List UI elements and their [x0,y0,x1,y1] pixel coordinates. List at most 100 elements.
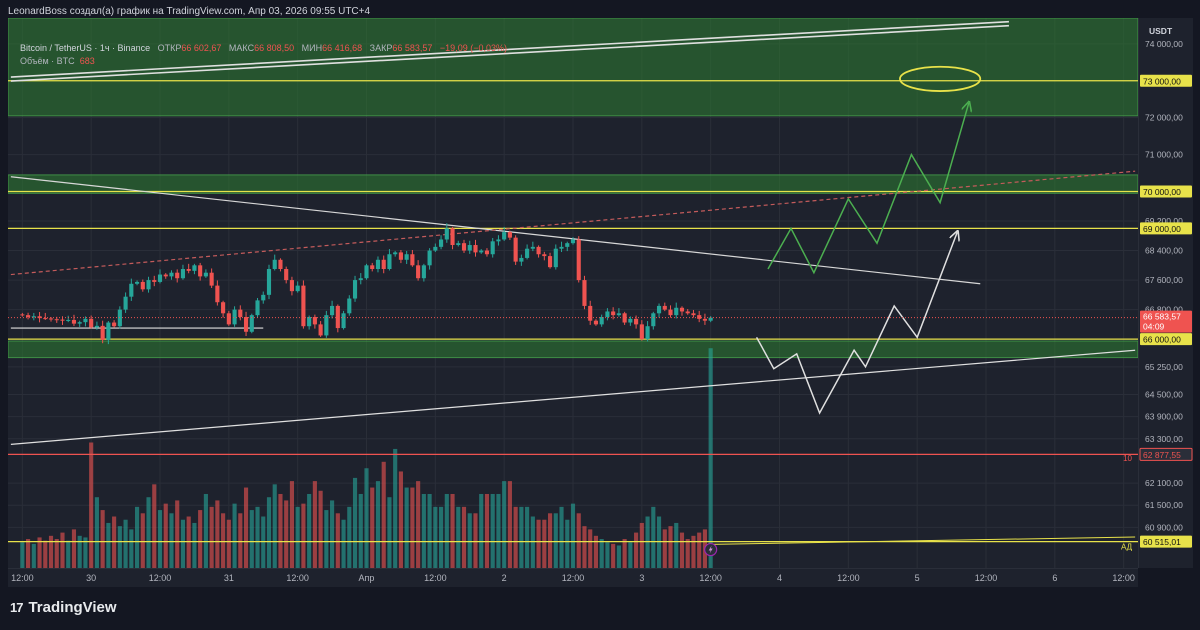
volume-bar [94,497,99,568]
time-tick-label: Апр [359,573,375,583]
candle-body [622,313,627,323]
candle-body [186,269,191,271]
candle [588,300,593,325]
candle-body [152,280,157,282]
candle-body [507,232,512,238]
candle [605,308,610,321]
current-price-tag [1140,310,1192,333]
support-zone-65.5 [8,340,1138,359]
price-tick-label: 69 200,00 [1145,216,1183,226]
candle-body [100,325,105,340]
candle [593,319,599,326]
volume-bar [456,506,461,568]
volume-bar [54,539,59,568]
volume-bar [71,529,77,568]
candle [249,313,254,334]
candle [484,248,490,257]
candle-body [697,315,702,319]
candle [152,275,157,287]
volume-bar [662,529,667,568]
legend-low-label: МИН [301,43,323,53]
candle [674,302,679,319]
candle [243,311,249,337]
candle [134,280,140,286]
time-tick-label: 12:00 [149,573,172,583]
candle [284,266,289,284]
candle [433,243,438,253]
candle-body [284,269,289,281]
volume-bar [479,493,484,568]
candle-body [530,246,535,249]
candle [169,270,174,280]
candle [335,304,340,333]
candle [421,263,426,282]
candle [639,320,644,341]
candle [444,223,449,243]
candle-body [370,265,375,270]
candle-body [381,259,386,270]
candle-body [708,317,713,321]
candle [295,281,300,293]
candle-body [467,245,472,251]
candle [559,241,564,253]
volume-bar [444,493,449,568]
chart-area[interactable]: 10 АД Bitcoin / TetherUS · 1ч · Binance О… [8,18,1138,568]
price-axis[interactable]: USDT 74 000,00 72 000,00 71 000,00 69 200,00… [1138,18,1193,568]
volume-bar [381,461,386,568]
candle-body [565,243,570,247]
candle [26,312,31,320]
level-73000-tag [1140,74,1192,87]
candle [112,320,117,328]
lightning-icon [708,545,713,554]
time-tick-label: 2 [502,573,507,583]
bearish-then-bullish-projection-path [755,232,958,415]
volume-bar [169,513,174,568]
candle [324,310,329,338]
volume-bar [525,506,530,568]
chart-plot[interactable]: 10 АД [8,18,1138,568]
volume-bar [410,487,415,568]
candle-body [582,280,587,306]
candle [129,278,134,301]
volume-bar [318,490,323,568]
volume-bar [134,506,140,568]
volume-bar [416,481,421,568]
legend-volume-label[interactable]: Объём · BTC [20,56,75,66]
candle [519,254,524,266]
candle [542,251,547,261]
candle [180,264,186,280]
level-60515-tag-label: 60 515,01 [1143,537,1181,547]
candle-body [473,245,478,253]
tradingview-logo[interactable]: 17 TradingView [10,599,117,616]
candle [43,312,48,320]
time-tick-label: 31 [224,573,234,583]
volume-bar [427,493,432,568]
candle [479,249,484,254]
legend-symbol[interactable]: Bitcoin / TetherUS · 1ч · Binance [20,43,151,53]
candle [410,249,415,267]
candle-body [140,281,145,290]
candle-body [272,259,277,270]
time-axis[interactable]: 12:00 30 12:00 31 12:00 Апр 12:00 2 12:00 3 12:00 4… [8,568,1138,587]
candle-body [553,248,558,268]
volume-bar [461,506,467,568]
volume-bar [393,448,398,568]
volume-bar [226,519,231,568]
volume-bar [507,481,512,568]
volume-bar [198,510,203,568]
volume-bar [37,537,42,568]
volume-bar [278,493,283,568]
candle-body [77,322,82,324]
volume-bar [180,519,186,568]
candle [582,275,587,310]
candle-body [570,239,576,244]
volume-bar [467,513,472,568]
candle [209,268,214,289]
candle [416,260,421,281]
candle [381,255,386,274]
candle-body [48,318,54,320]
candle-body [66,319,71,321]
legend-change: −19,09 (−0,03%) [439,43,507,53]
candle [83,316,88,327]
